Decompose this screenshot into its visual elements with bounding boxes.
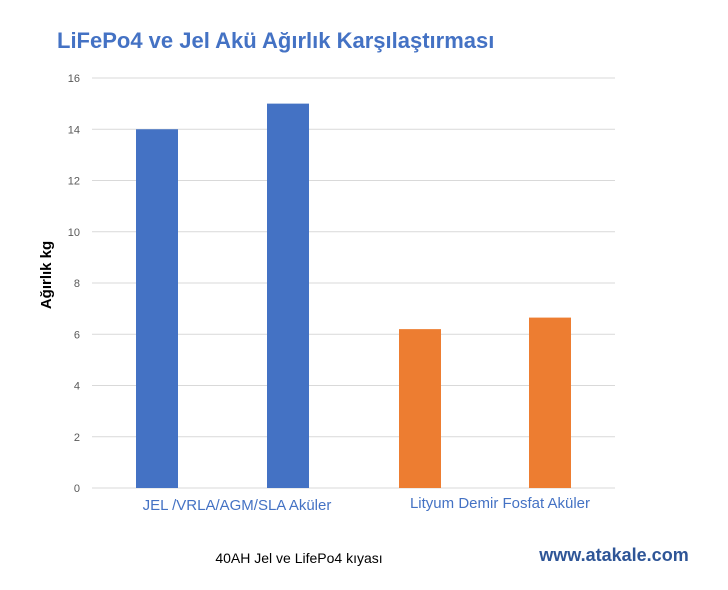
y-tick-label: 2 [74,432,80,444]
y-tick-label: 8 [74,278,80,290]
y-tick-label: 10 [68,227,80,239]
grid-lines [92,77,615,489]
y-tick-label: 4 [74,381,80,393]
y-tick-label: 0 [74,483,80,495]
category-label-jel: JEL /VRLA/AGM/SLA Aküler [143,497,332,514]
bar-group1-0 [399,329,441,488]
y-axis-label: Ağırlık kg [38,241,55,309]
category-label-lityum: Lityum Demir Fosfat Aküler [410,495,590,512]
y-tick-label: 14 [68,124,80,136]
watermark-url: www.atakale.com [538,545,688,565]
y-axis-ticks: 0 2 4 6 8 10 12 14 16 [68,73,80,495]
bar-group0-0 [136,129,178,488]
y-tick-label: 6 [74,329,80,341]
y-tick-label: 16 [68,73,80,85]
bar-group0-1 [267,103,309,488]
chart-title: LiFePo4 ve Jel Akü Ağırlık Karşılaştırma… [57,28,494,53]
bar-group1-1 [529,317,571,488]
y-tick-label: 12 [68,176,80,188]
x-axis-label: 40AH Jel ve LifePo4 kıyası [215,550,382,566]
bars [136,103,571,488]
